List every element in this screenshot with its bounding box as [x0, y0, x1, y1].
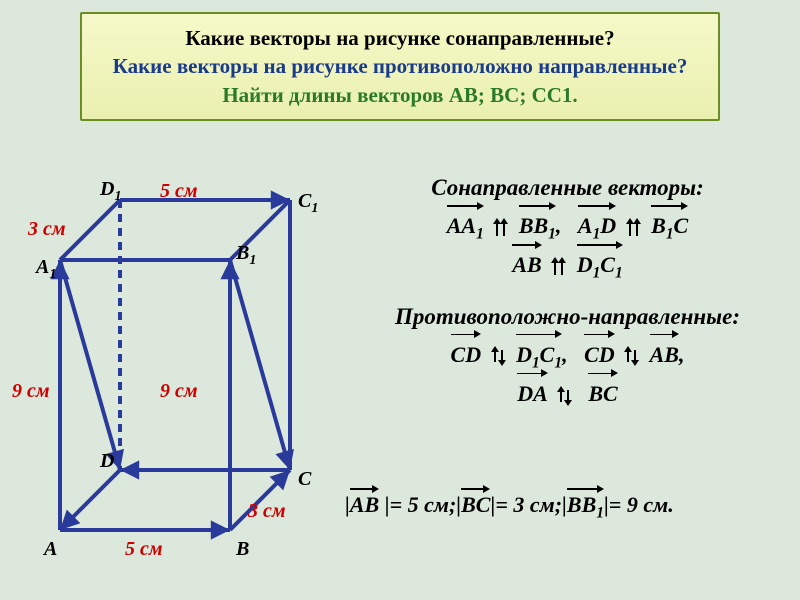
- measure-top: 5 см: [160, 180, 198, 203]
- vertex-label-B: B: [236, 538, 249, 561]
- len-bc: 3 см: [513, 492, 554, 517]
- question-line-1: Какие векторы на рисунке сонаправленные?: [100, 24, 700, 52]
- vertex-label-A: A: [44, 538, 57, 561]
- measure-mid-height: 9 см: [160, 380, 198, 403]
- vertex-label-B1: B1: [236, 242, 256, 269]
- question-line-3: Найти длины векторов АВ; ВС; СС1.: [100, 81, 700, 109]
- measure-bottom-right: 3 см: [248, 500, 286, 523]
- question-line-2: Какие векторы на рисунке противоположно …: [100, 52, 700, 80]
- parallelepiped-diagram: A B C D A1 B1 C1 D1 5 см 3 см 9 см 9 см …: [30, 190, 340, 570]
- vertex-label-D: D: [100, 450, 114, 473]
- vec-AB-2: AB: [650, 336, 679, 372]
- question-line-3-vectors: АВ; ВС; СС1.: [449, 83, 578, 107]
- measure-left-height: 9 см: [12, 380, 50, 403]
- question-line-3-prefix: Найти длины векторов: [222, 83, 448, 107]
- vec-AB: AB: [512, 246, 541, 282]
- measure-top-left: 3 см: [28, 218, 66, 241]
- opposite-icon: [623, 346, 641, 366]
- vertex-label-C1: C1: [298, 190, 318, 217]
- len-ab: 5 см: [408, 492, 449, 517]
- question-box: Какие векторы на рисунке сонаправленные?…: [80, 12, 720, 121]
- answers-block: Сонаправленные векторы: AA1 BB1, A1D B1C…: [345, 175, 790, 411]
- vec-D1C1-2: D1C1: [516, 336, 562, 375]
- codirected-row-1: AA1 BB1, A1D B1C: [345, 207, 790, 246]
- opposite-icon: [490, 346, 508, 366]
- lengths-line: |AB |= 5 см;|BC|= 3 см;|BB1|= 9 см.: [345, 490, 800, 522]
- vec-D1C1: D1C1: [577, 246, 623, 285]
- vertex-label-D1: D1: [100, 178, 121, 205]
- len-bb1: 9 см: [627, 492, 668, 517]
- opposite-icon: [556, 386, 574, 406]
- codirected-icon: [492, 218, 510, 238]
- opposite-title: Противоположно-направленные:: [345, 304, 790, 330]
- codirected-icon: [625, 218, 643, 238]
- vec-BC-len: BC: [461, 490, 490, 518]
- vec-B1C: B1C: [651, 207, 688, 246]
- codirected-icon: [550, 257, 568, 277]
- vec-BB1-len: BB1: [567, 490, 604, 522]
- measure-bottom: 5 см: [125, 538, 163, 561]
- vec-AA1: AA1: [447, 207, 484, 246]
- vec-A1D: A1D: [578, 207, 616, 246]
- opposite-row-2: DA BC: [345, 375, 790, 411]
- codirected-row-2: AB D1C1: [345, 246, 790, 285]
- vec-CD: CD: [451, 336, 482, 372]
- vec-AB-len: AB: [350, 490, 379, 518]
- codirected-title: Сонаправленные векторы:: [345, 175, 790, 201]
- vec-CD-2: CD: [584, 336, 615, 372]
- opposite-row-1: CD D1C1, CD AB,: [345, 336, 790, 375]
- vertex-label-C: C: [298, 468, 311, 491]
- vec-DA: DA: [517, 375, 548, 411]
- vertex-label-A1: A1: [36, 256, 56, 283]
- vec-BC: BC: [588, 375, 617, 411]
